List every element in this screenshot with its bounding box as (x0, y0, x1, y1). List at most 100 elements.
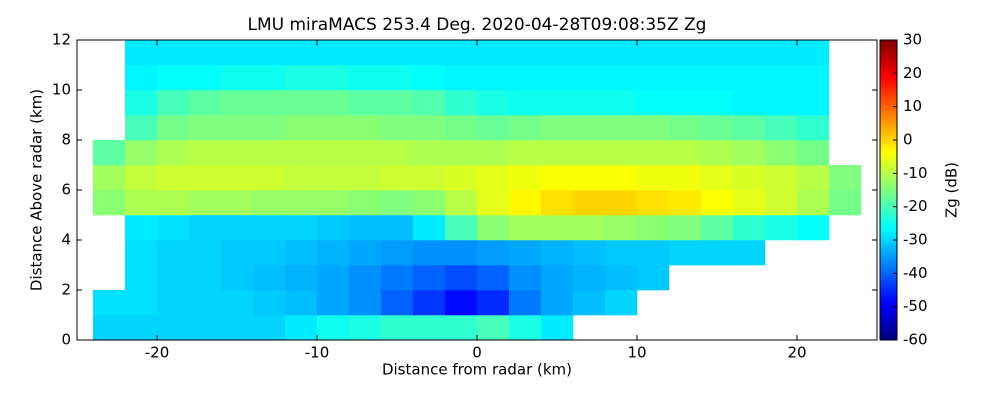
cell (93, 140, 126, 166)
colorbar-swatch (880, 274, 897, 277)
y-tick-label: 12 (52, 31, 71, 49)
cell (189, 290, 222, 316)
cell (125, 90, 158, 116)
cell (221, 65, 254, 91)
cell (573, 90, 606, 116)
cell (285, 90, 318, 116)
colorbar-swatch (880, 192, 897, 195)
colorbar-swatch (880, 222, 897, 225)
x-tick-label: -10 (305, 344, 330, 362)
colorbar-swatch (880, 150, 897, 153)
cell (765, 190, 798, 216)
cell (349, 315, 382, 341)
cell (381, 190, 414, 216)
colorbar-swatch (880, 160, 897, 163)
colorbar-swatch (880, 208, 897, 211)
cell (381, 315, 414, 341)
colorbar-swatch (880, 230, 897, 233)
cell (349, 290, 382, 316)
cell (93, 165, 126, 191)
cell (797, 115, 830, 141)
cell (637, 190, 670, 216)
colorbar-swatch (880, 198, 897, 201)
colorbar-swatch (880, 280, 897, 283)
colorbar-swatch (880, 134, 897, 137)
colorbar-swatch (880, 202, 897, 205)
cell (125, 115, 158, 141)
cell (413, 165, 446, 191)
cell (733, 65, 766, 91)
cell (605, 265, 638, 291)
cell (253, 215, 286, 241)
cell (669, 140, 702, 166)
colorbar-swatch (880, 318, 897, 321)
colorbar-swatch (880, 232, 897, 235)
cell (573, 65, 606, 91)
cell (445, 290, 478, 316)
colorbar-swatch (880, 276, 897, 279)
colorbar-swatch (880, 44, 897, 47)
colorbar-swatch (880, 338, 897, 341)
cell (349, 215, 382, 241)
colorbar-swatch (880, 290, 897, 293)
colorbar-swatch (880, 78, 897, 81)
colorbar-swatch (880, 308, 897, 311)
cell (349, 165, 382, 191)
cell (541, 315, 574, 341)
cell (637, 140, 670, 166)
cell (93, 290, 126, 316)
colorbar-tick-label: 30 (903, 31, 922, 49)
colorbar-swatch (880, 60, 897, 63)
cell (413, 90, 446, 116)
cell (221, 315, 254, 341)
colorbar-swatch (880, 288, 897, 291)
colorbar-swatch (880, 110, 897, 113)
colorbar-swatch (880, 174, 897, 177)
cell (253, 240, 286, 266)
cell (541, 265, 574, 291)
cell (765, 40, 798, 66)
cell (829, 190, 862, 216)
cell (189, 90, 222, 116)
cell (317, 165, 350, 191)
cell (125, 315, 158, 341)
cell (477, 115, 510, 141)
cell (637, 40, 670, 66)
colorbar-swatch (880, 176, 897, 179)
cell (381, 290, 414, 316)
cell (125, 40, 158, 66)
colorbar-swatch (880, 332, 897, 335)
cell (381, 65, 414, 91)
cell (125, 215, 158, 241)
cell (157, 115, 190, 141)
cell (157, 215, 190, 241)
cell (157, 265, 190, 291)
colorbar-swatch (880, 200, 897, 203)
cell (541, 40, 574, 66)
colorbar-swatch (880, 254, 897, 257)
colorbar-swatch (880, 314, 897, 317)
colorbar-swatch (880, 206, 897, 209)
colorbar-tick-label: -30 (903, 231, 928, 249)
cell (797, 90, 830, 116)
cell (573, 290, 606, 316)
colorbar-frame (879, 39, 898, 341)
cell (797, 215, 830, 241)
cell (829, 165, 862, 191)
cell (701, 140, 734, 166)
cell (733, 190, 766, 216)
cell (477, 290, 510, 316)
colorbar-swatch (880, 108, 897, 111)
cell (189, 40, 222, 66)
cell (413, 140, 446, 166)
cell (541, 190, 574, 216)
chart-title: LMU miraMACS 253.4 Deg. 2020-04-28T09:08… (248, 15, 707, 35)
x-tick-label: -20 (145, 344, 170, 362)
colorbar-swatch (880, 184, 897, 187)
cell (157, 290, 190, 316)
cell (477, 165, 510, 191)
colorbar-swatch (880, 260, 897, 263)
cell (221, 190, 254, 216)
cell (381, 40, 414, 66)
cell (381, 215, 414, 241)
